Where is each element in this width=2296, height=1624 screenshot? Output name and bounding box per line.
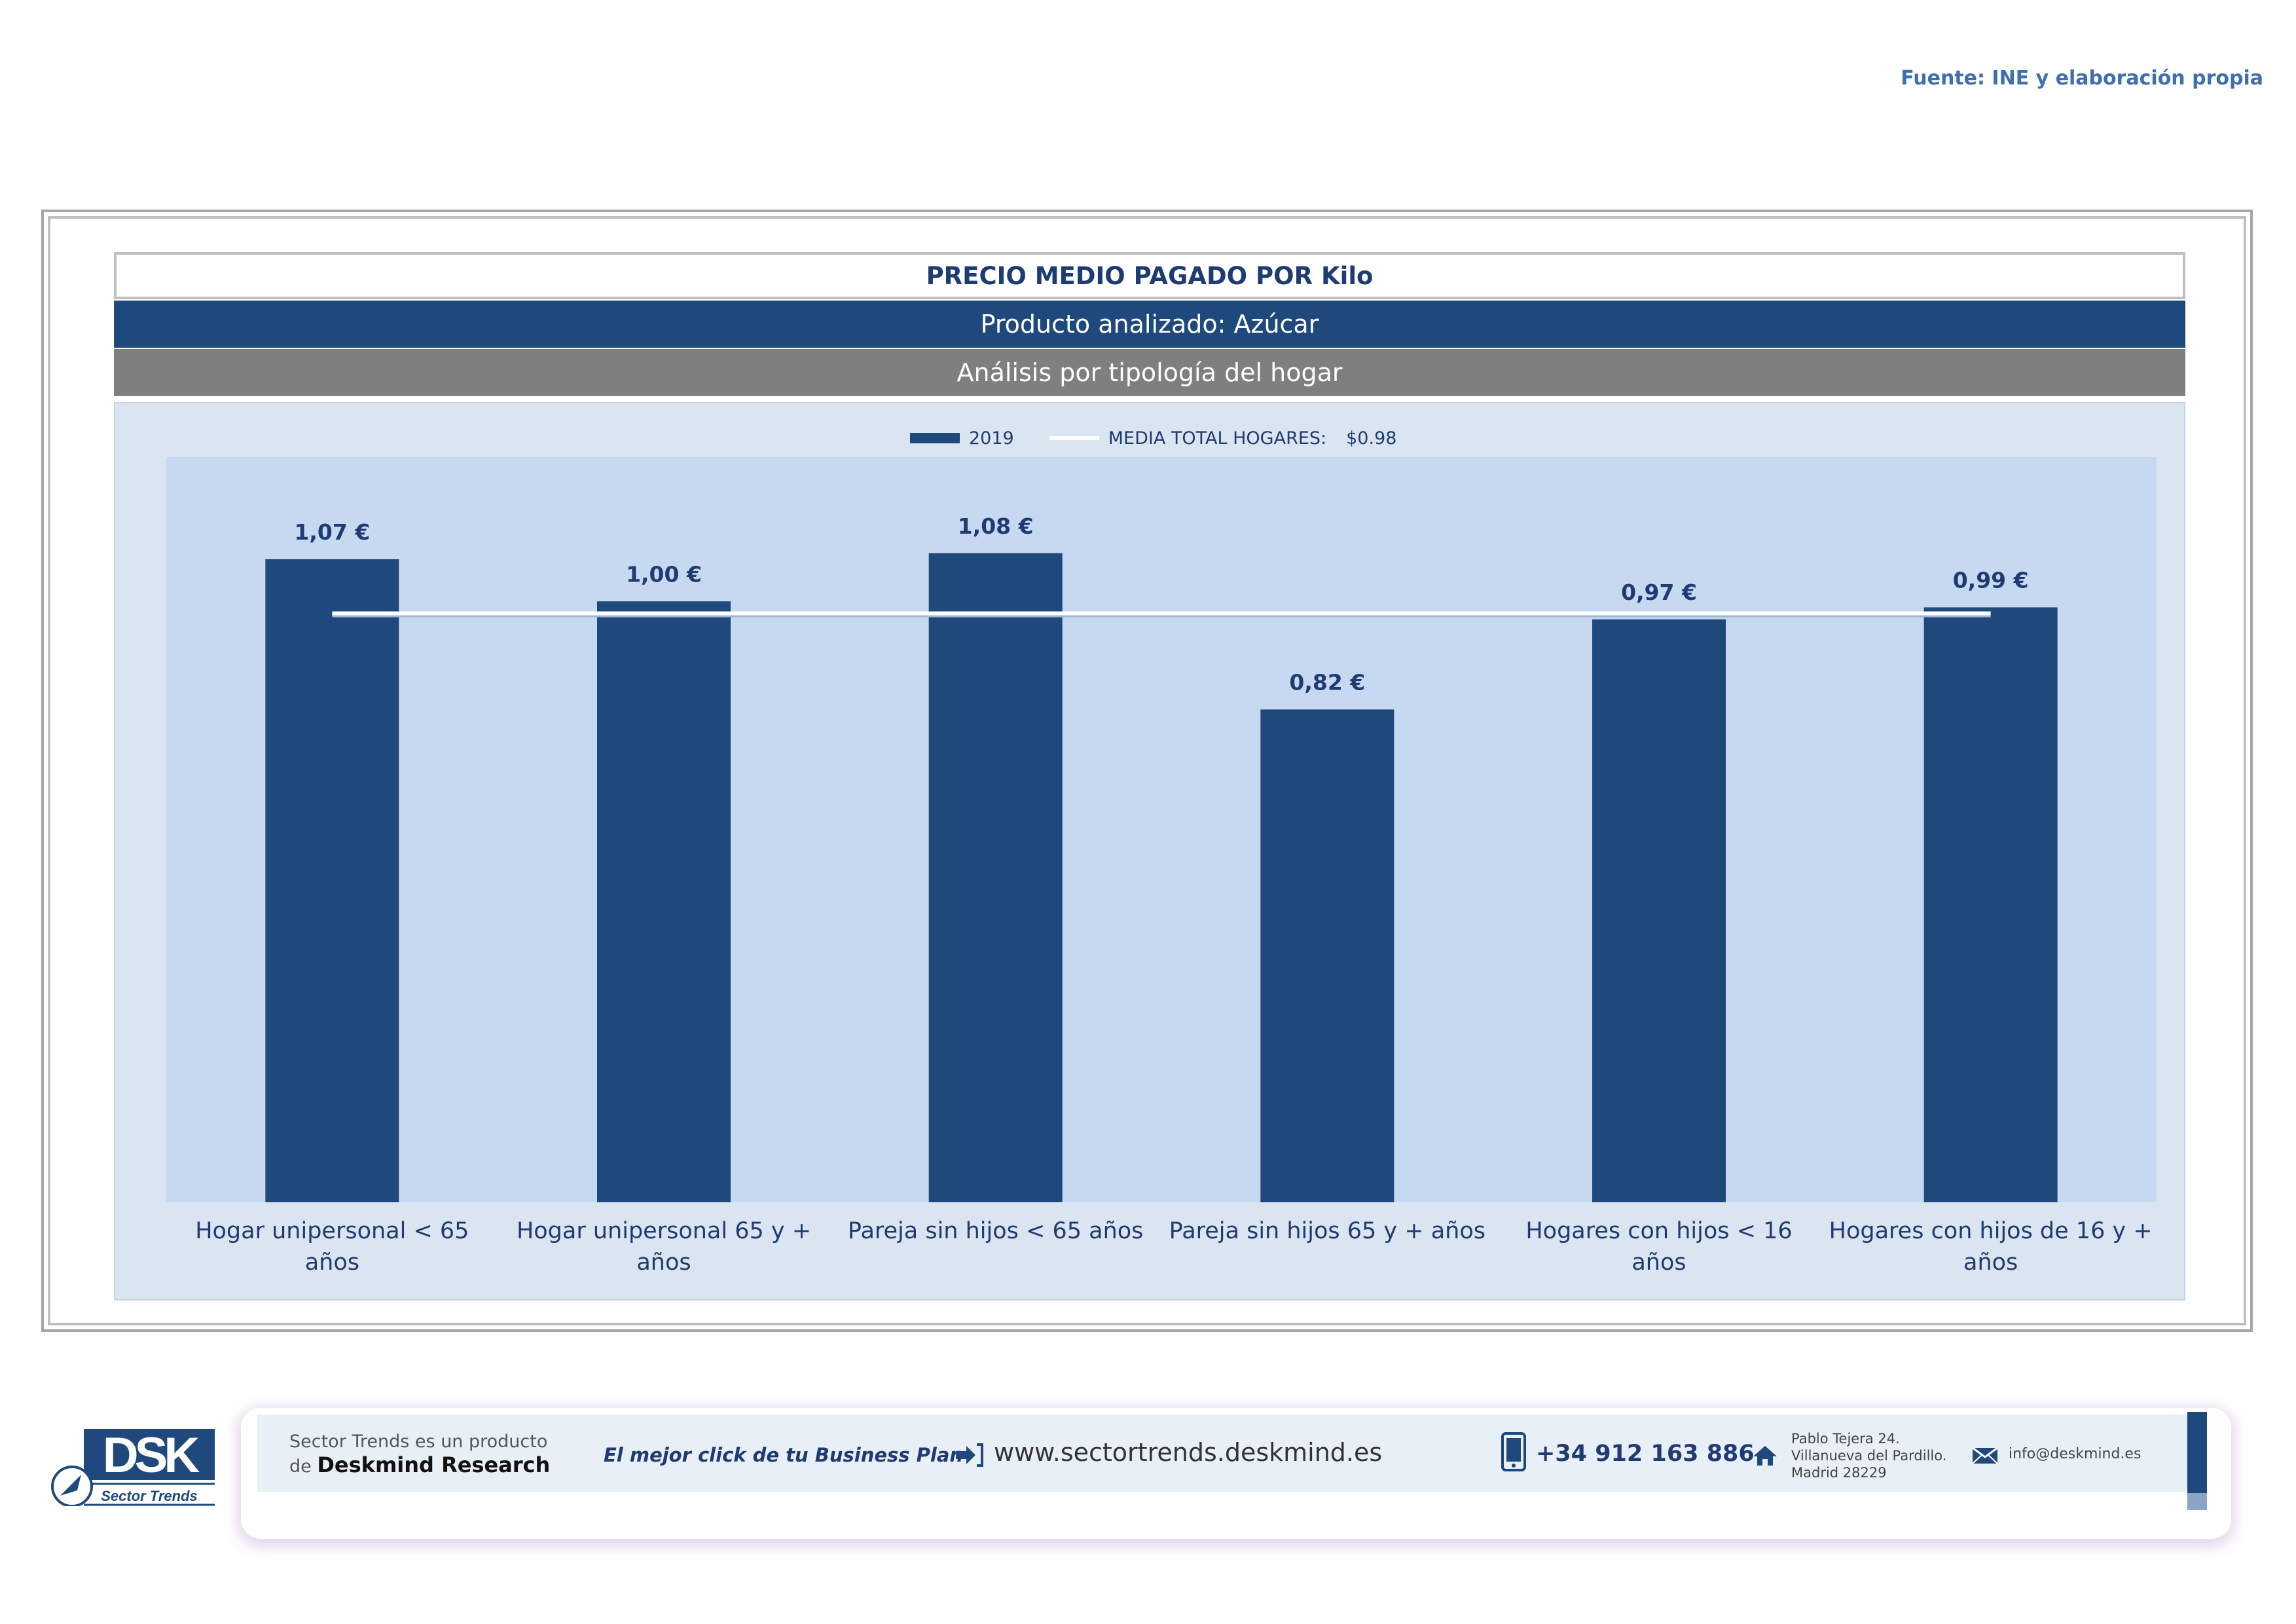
source-note: Fuente: INE y elaboración propia <box>1901 67 2263 90</box>
footer-url-link[interactable]: www.sectortrends.deskmind.es <box>994 1438 1383 1467</box>
mail-icon <box>1972 1447 1998 1464</box>
address-line-2: Villanueva del Pardillo. <box>1791 1448 1947 1464</box>
data-label-5: 0,97 € <box>1621 580 1697 605</box>
category-label-5: Hogares con hijos < 16 años <box>1495 1215 1823 1278</box>
legend-line-swatch <box>1049 436 1099 440</box>
category-label-line: Hogares con hijos de 16 y + <box>1829 1218 2153 1244</box>
footer-bottom-strip <box>257 1492 2187 1509</box>
category-label-line: años <box>1963 1249 2018 1276</box>
address-line-1: Pablo Tejera 24. <box>1791 1431 1900 1447</box>
footer-address: Pablo Tejera 24. Villanueva del Pardillo… <box>1791 1430 1946 1481</box>
bar-2 <box>597 601 731 1202</box>
footer-product-line1: Sector Trends es un producto <box>289 1431 548 1452</box>
footer-product-prefix: de <box>289 1456 318 1477</box>
footer-brand: Deskmind Research <box>317 1452 551 1477</box>
address-line-3: Madrid 28229 <box>1791 1465 1887 1481</box>
chart-legend: 2019 MEDIA TOTAL HOGARES: $0.98 <box>910 426 1396 450</box>
footer-product-line2: de Deskmind Research <box>289 1452 550 1477</box>
bar-1 <box>265 559 399 1202</box>
category-label-2: Hogar unipersonal 65 y + años <box>500 1215 828 1278</box>
data-label-1: 1,07 € <box>294 519 370 545</box>
bar-5 <box>1592 619 1726 1202</box>
legend-series-label: 2019 <box>969 428 1014 449</box>
footer-accent-tab <box>2187 1412 2207 1493</box>
category-label-1: Hogar unipersonal < 65 años <box>168 1215 496 1278</box>
data-label-6: 0,99 € <box>1953 567 2029 593</box>
data-label-4: 0,82 € <box>1289 669 1365 695</box>
analysis-banner: Análisis por tipología del hogar <box>114 349 2185 396</box>
chart-inner-frame <box>48 216 2246 1325</box>
category-label-6: Hogares con hijos de 16 y + años <box>1827 1215 2155 1278</box>
logo-text: DSK <box>103 1428 200 1483</box>
home-icon <box>1753 1446 1777 1466</box>
category-label-4: Pareja sin hijos 65 y + años <box>1163 1215 1491 1247</box>
footer-accent-tab-light <box>2187 1493 2207 1510</box>
legend-line-label: MEDIA TOTAL HOGARES: <box>1108 428 1327 449</box>
category-label-3: Pareja sin hijos < 65 años <box>832 1215 1159 1247</box>
chart-title: PRECIO MEDIO PAGADO POR Kilo <box>114 252 2185 299</box>
footer-inner <box>257 1414 2187 1492</box>
phone-icon <box>1501 1432 1526 1471</box>
footer-email-link[interactable]: info@deskmind.es <box>2009 1446 2141 1462</box>
category-label-line: Pareja sin hijos < 65 años <box>847 1218 1144 1244</box>
category-label-line: Pareja sin hijos 65 y + años <box>1169 1218 1485 1244</box>
bar-6 <box>1923 607 2058 1202</box>
bar-4 <box>1260 709 1394 1202</box>
data-label-2: 1,00 € <box>626 561 702 587</box>
logo-subtitle: Sector Trends <box>101 1488 198 1504</box>
legend-line-value: $0.98 <box>1346 428 1397 449</box>
dsk-logo: DSK Sector Trends <box>51 1428 215 1506</box>
category-label-line: Hogares con hijos < 16 años <box>1525 1218 1793 1276</box>
category-label-line: años <box>636 1249 691 1276</box>
chart-outer-frame <box>41 210 2253 1332</box>
login-arrow-icon <box>956 1443 983 1467</box>
legend-bar-swatch <box>910 433 960 443</box>
product-banner: Producto analizado: Azúcar <box>114 301 2185 348</box>
plot-area <box>166 457 2157 1202</box>
category-label-line: Hogar unipersonal < 65 años <box>195 1218 469 1276</box>
bar-3 <box>928 553 1063 1202</box>
footer-tagline: El mejor click de tu Business Plan <box>604 1444 964 1466</box>
footer-phone: +34 912 163 886 <box>1536 1441 1755 1467</box>
category-label-line: Hogar unipersonal 65 y + <box>516 1218 812 1244</box>
data-label-3: 1,08 € <box>958 513 1034 539</box>
